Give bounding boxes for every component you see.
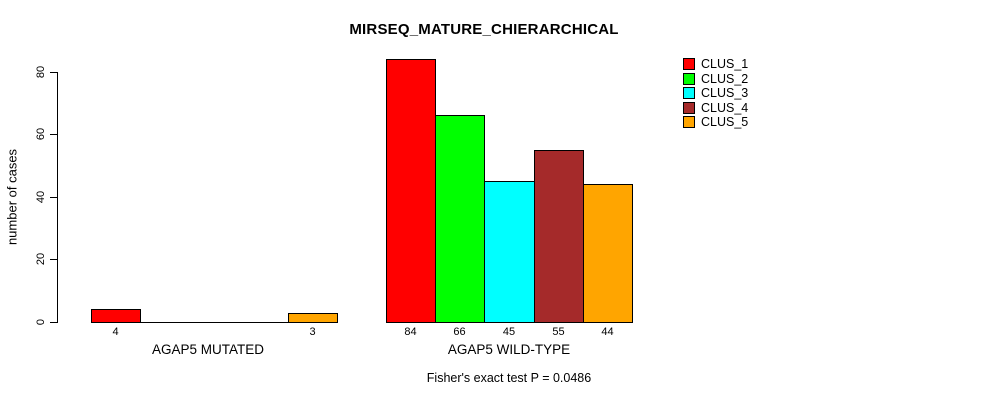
y-tick-mark xyxy=(50,259,57,260)
legend-item-clus-2: CLUS_2 xyxy=(683,72,748,86)
legend-item-clus-1: CLUS_1 xyxy=(683,57,748,71)
y-tick-mark xyxy=(50,72,57,73)
legend-swatch-icon xyxy=(683,102,695,114)
bar-value-label: 66 xyxy=(453,326,466,338)
bar-value-label: 55 xyxy=(552,326,565,338)
bar-clus-3-agap5-wild-type xyxy=(484,181,535,323)
y-tick-label: 40 xyxy=(35,190,47,204)
legend-item-label: CLUS_5 xyxy=(701,115,749,129)
bar-clus-1-agap5-mutated xyxy=(91,309,141,323)
chart-title: MIRSEQ_MATURE_CHIERARCHICAL xyxy=(349,21,619,38)
bar-clus-2-agap5-mutated xyxy=(140,322,190,323)
legend-item-clus-5: CLUS_5 xyxy=(683,115,748,129)
bar-clus-5-agap5-wild-type xyxy=(583,184,633,323)
y-axis-label: number of cases xyxy=(4,148,20,246)
legend-swatch-icon xyxy=(683,87,695,99)
x-group-label-agap5-mutated: AGAP5 MUTATED xyxy=(151,342,265,357)
y-tick-label: 0 xyxy=(35,318,47,326)
y-axis-line xyxy=(57,72,58,323)
legend-item-clus-3: CLUS_3 xyxy=(683,86,748,100)
legend-item-label: CLUS_3 xyxy=(701,86,749,100)
annotation-text: Fisher's exact test P = 0.0486 xyxy=(426,371,592,385)
legend-item-label: CLUS_1 xyxy=(701,57,749,71)
y-tick-label: 60 xyxy=(35,127,47,141)
bar-clus-4-agap5-wild-type xyxy=(534,150,584,323)
bar-value-label: 3 xyxy=(309,326,316,338)
legend-swatch-icon xyxy=(683,73,695,85)
legend-swatch-icon xyxy=(683,116,695,128)
bar-value-label: 4 xyxy=(112,326,119,338)
legend-item-clus-4: CLUS_4 xyxy=(683,101,748,115)
bar-value-label: 84 xyxy=(404,326,417,338)
y-tick-label: 20 xyxy=(35,252,47,266)
bar-clus-5-agap5-mutated xyxy=(288,313,338,323)
legend-swatch-icon xyxy=(683,58,695,70)
legend-item-label: CLUS_2 xyxy=(701,72,749,86)
y-tick-mark xyxy=(50,197,57,198)
bar-clus-3-agap5-mutated xyxy=(189,322,240,323)
y-tick-label: 80 xyxy=(35,65,47,79)
legend-item-label: CLUS_4 xyxy=(701,101,749,115)
y-tick-mark xyxy=(50,134,57,135)
bar-clus-2-agap5-wild-type xyxy=(435,115,485,323)
x-group-label-agap5-wild-type: AGAP5 WILD-TYPE xyxy=(447,342,571,357)
bar-clus-1-agap5-wild-type xyxy=(386,59,436,323)
bar-clus-4-agap5-mutated xyxy=(239,322,289,323)
y-tick-mark xyxy=(50,322,57,323)
bar-value-label: 45 xyxy=(502,326,516,338)
bar-value-label: 44 xyxy=(601,326,614,338)
